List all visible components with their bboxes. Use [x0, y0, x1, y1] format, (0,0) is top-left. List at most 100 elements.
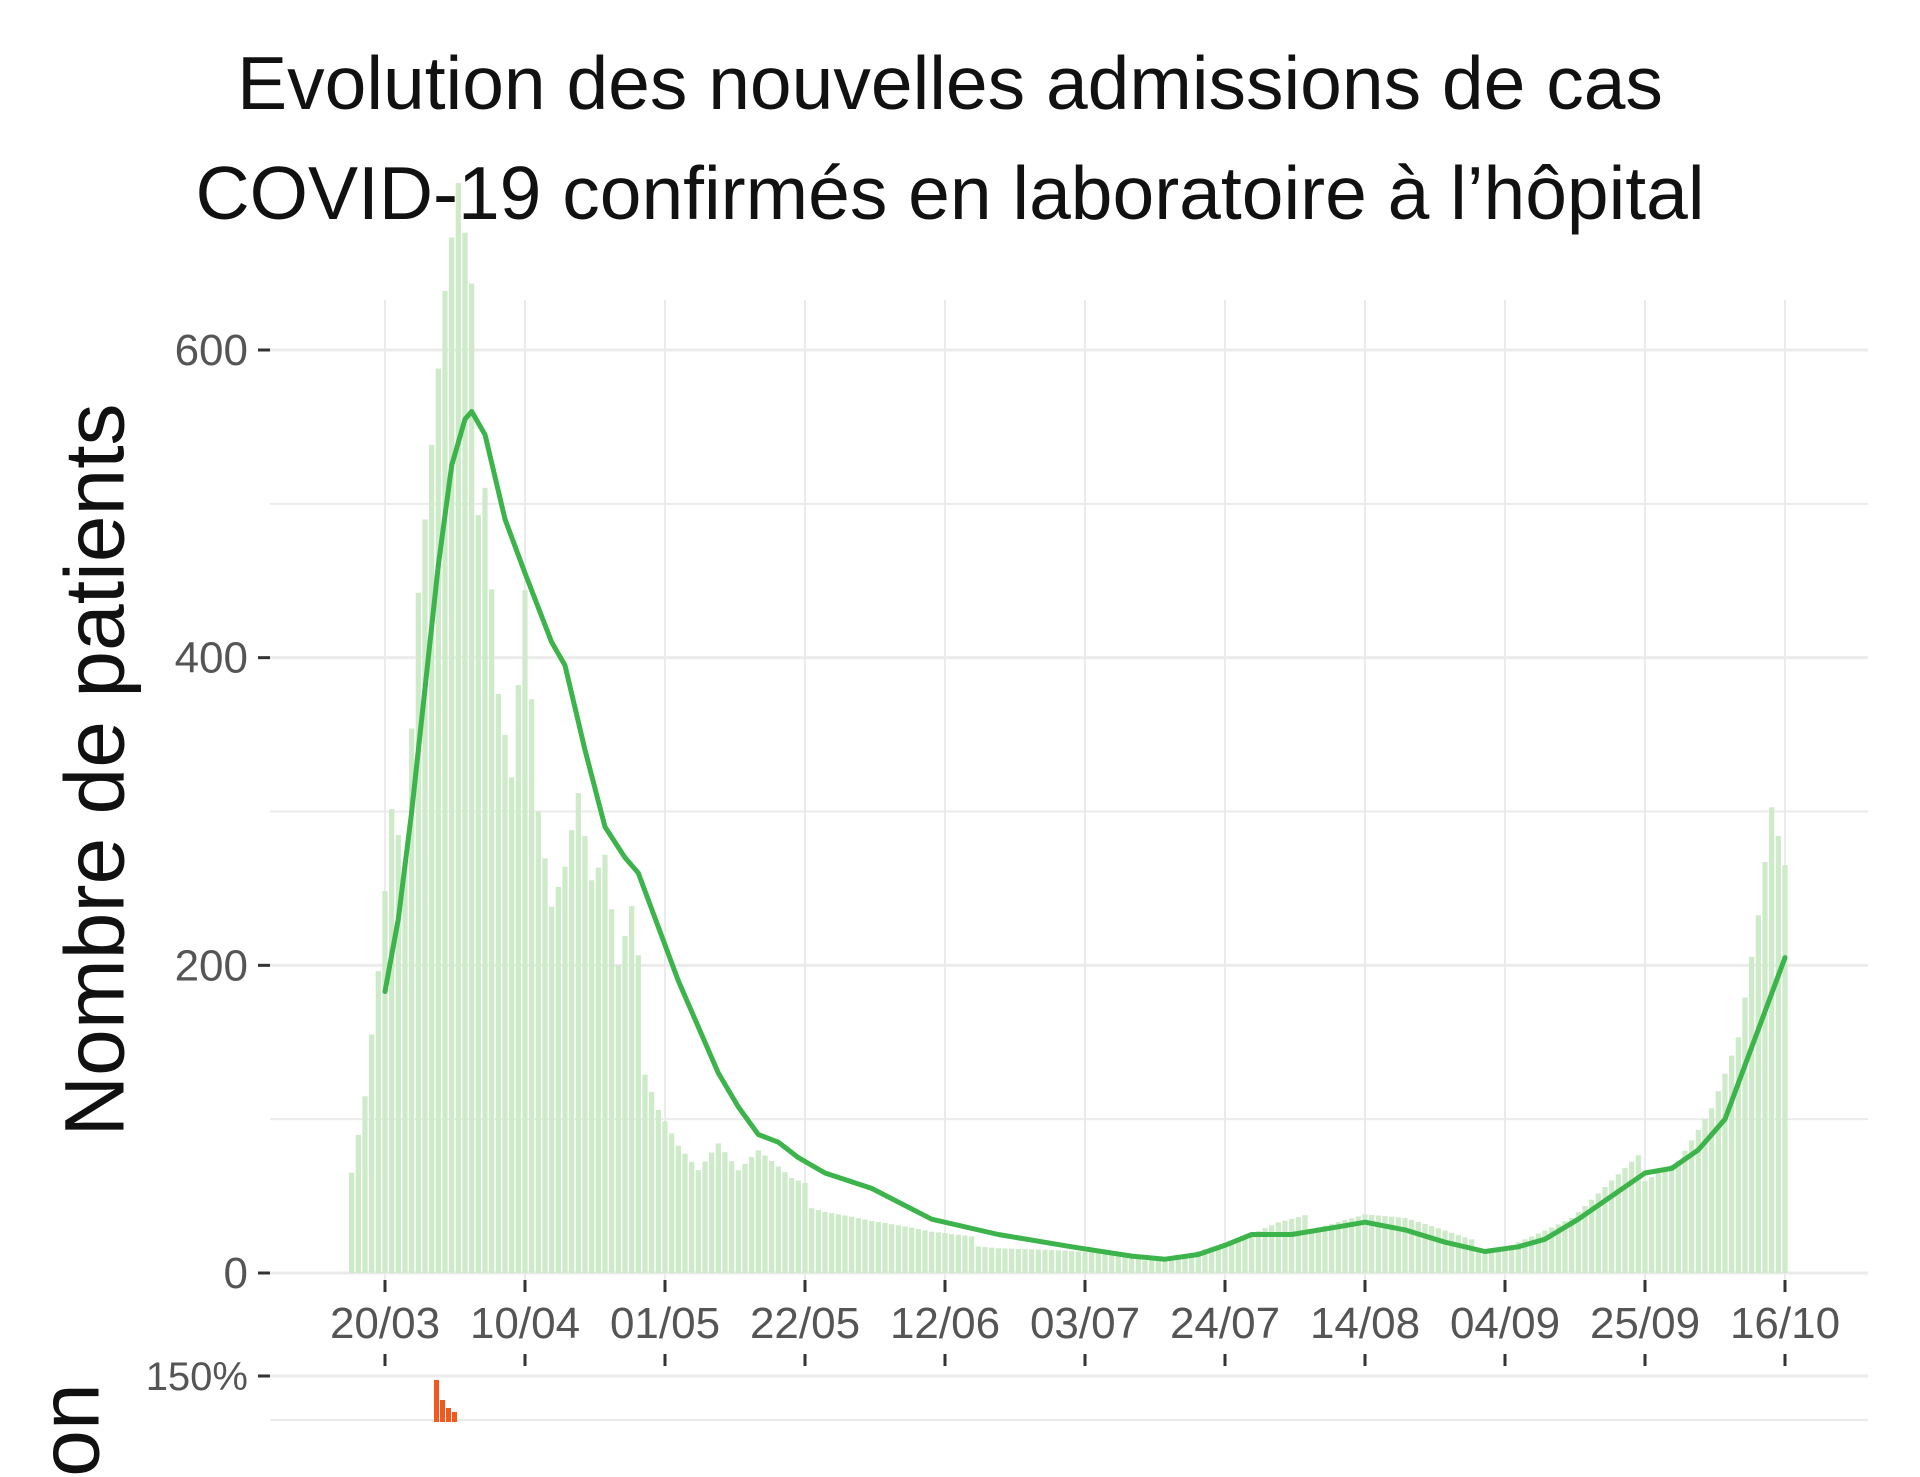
daily-bar	[1069, 1250, 1075, 1273]
daily-bar	[562, 866, 568, 1273]
daily-bar	[1775, 835, 1781, 1273]
daily-bar	[1089, 1252, 1095, 1273]
daily-bar	[515, 684, 521, 1273]
daily-bar	[1302, 1215, 1308, 1273]
daily-bar	[1169, 1258, 1175, 1273]
daily-bar	[935, 1232, 941, 1273]
daily-bar	[1309, 1228, 1315, 1273]
daily-bar	[955, 1234, 961, 1273]
daily-bar	[509, 777, 515, 1273]
daily-bar	[362, 1096, 368, 1273]
daily-bar	[1689, 1140, 1695, 1273]
daily-bar	[1022, 1249, 1028, 1273]
daily-bar	[475, 515, 481, 1273]
daily-bar	[1375, 1215, 1381, 1273]
x-tick-label: 01/05	[610, 1299, 720, 1348]
daily-bar	[1549, 1227, 1555, 1273]
x-tick-label: 03/07	[1030, 1299, 1140, 1348]
daily-bar	[942, 1233, 948, 1273]
daily-bar	[662, 1121, 668, 1273]
daily-bar	[1335, 1222, 1341, 1273]
daily-bar	[982, 1247, 988, 1273]
daily-bar	[522, 590, 528, 1273]
daily-bar	[535, 811, 541, 1273]
daily-bar	[1182, 1255, 1188, 1273]
daily-bar	[915, 1229, 921, 1273]
daily-bar	[1622, 1168, 1628, 1273]
daily-bar	[1462, 1237, 1468, 1273]
daily-bar	[429, 444, 435, 1273]
daily-bar	[1435, 1228, 1441, 1273]
daily-bar	[722, 1152, 728, 1273]
daily-bar	[1715, 1091, 1721, 1273]
bottom-bar	[446, 1408, 451, 1422]
daily-bar	[1149, 1260, 1155, 1273]
daily-bar	[389, 809, 395, 1273]
daily-bar	[669, 1133, 675, 1273]
daily-bar	[709, 1152, 715, 1273]
daily-bar	[1615, 1174, 1621, 1273]
daily-bar	[1075, 1251, 1081, 1273]
daily-bar	[855, 1218, 861, 1273]
daily-bar	[1142, 1260, 1148, 1273]
x-tick-label: 25/09	[1590, 1299, 1700, 1348]
daily-bar	[355, 1134, 361, 1273]
daily-bar	[1495, 1250, 1501, 1273]
daily-bar	[1595, 1193, 1601, 1273]
daily-bar	[969, 1236, 975, 1273]
daily-bar	[895, 1225, 901, 1273]
x-tick-label: 12/06	[890, 1299, 1000, 1348]
y-tick-label: 600	[175, 326, 248, 375]
daily-bar	[1115, 1254, 1121, 1273]
daily-bar	[402, 861, 408, 1273]
daily-bar	[1409, 1219, 1415, 1273]
daily-bar	[595, 867, 601, 1273]
daily-bar	[622, 935, 628, 1273]
daily-bar	[775, 1166, 781, 1273]
daily-bar	[1189, 1253, 1195, 1273]
daily-bar	[629, 906, 635, 1273]
daily-bar	[989, 1247, 995, 1273]
daily-bar	[542, 858, 548, 1273]
daily-bar	[1669, 1164, 1675, 1273]
daily-bar	[789, 1178, 795, 1273]
daily-bar	[649, 1092, 655, 1273]
daily-bar	[1442, 1230, 1448, 1273]
daily-bar	[569, 830, 575, 1273]
daily-bar	[1729, 1055, 1735, 1273]
x-tick-label: 04/09	[1450, 1299, 1560, 1348]
daily-bar	[1342, 1220, 1348, 1273]
daily-bar	[1589, 1199, 1595, 1273]
daily-bar	[1642, 1181, 1648, 1273]
daily-bar	[1362, 1214, 1368, 1273]
daily-bar	[1535, 1233, 1541, 1273]
daily-bar	[1569, 1217, 1575, 1273]
daily-bar	[1049, 1250, 1055, 1273]
moving-average-line	[382, 409, 1788, 1262]
daily-bar	[1422, 1223, 1428, 1273]
daily-bar	[695, 1170, 701, 1273]
daily-bar	[1555, 1224, 1561, 1273]
daily-bar	[1702, 1119, 1708, 1273]
chart-title-line-2: COVID-19 confirmés en laboratoire à l’hô…	[195, 151, 1705, 235]
daily-bar	[1282, 1220, 1288, 1273]
daily-bar	[1562, 1221, 1568, 1273]
daily-bar	[675, 1145, 681, 1273]
daily-bar	[849, 1216, 855, 1273]
daily-bar	[1002, 1248, 1008, 1273]
bottom-bar	[434, 1380, 439, 1422]
daily-bar	[702, 1161, 708, 1273]
daily-bar	[809, 1208, 815, 1273]
daily-bar	[655, 1109, 661, 1273]
daily-bar	[842, 1215, 848, 1273]
daily-bar	[1162, 1260, 1168, 1273]
daily-bar	[715, 1143, 721, 1273]
daily-bar	[1295, 1217, 1301, 1273]
daily-bar	[1695, 1129, 1701, 1273]
daily-bar	[1762, 861, 1768, 1273]
daily-bar	[1429, 1226, 1435, 1273]
daily-bar	[742, 1163, 748, 1273]
daily-bar	[909, 1227, 915, 1273]
daily-bar	[615, 965, 621, 1273]
daily-bar	[1575, 1212, 1581, 1273]
